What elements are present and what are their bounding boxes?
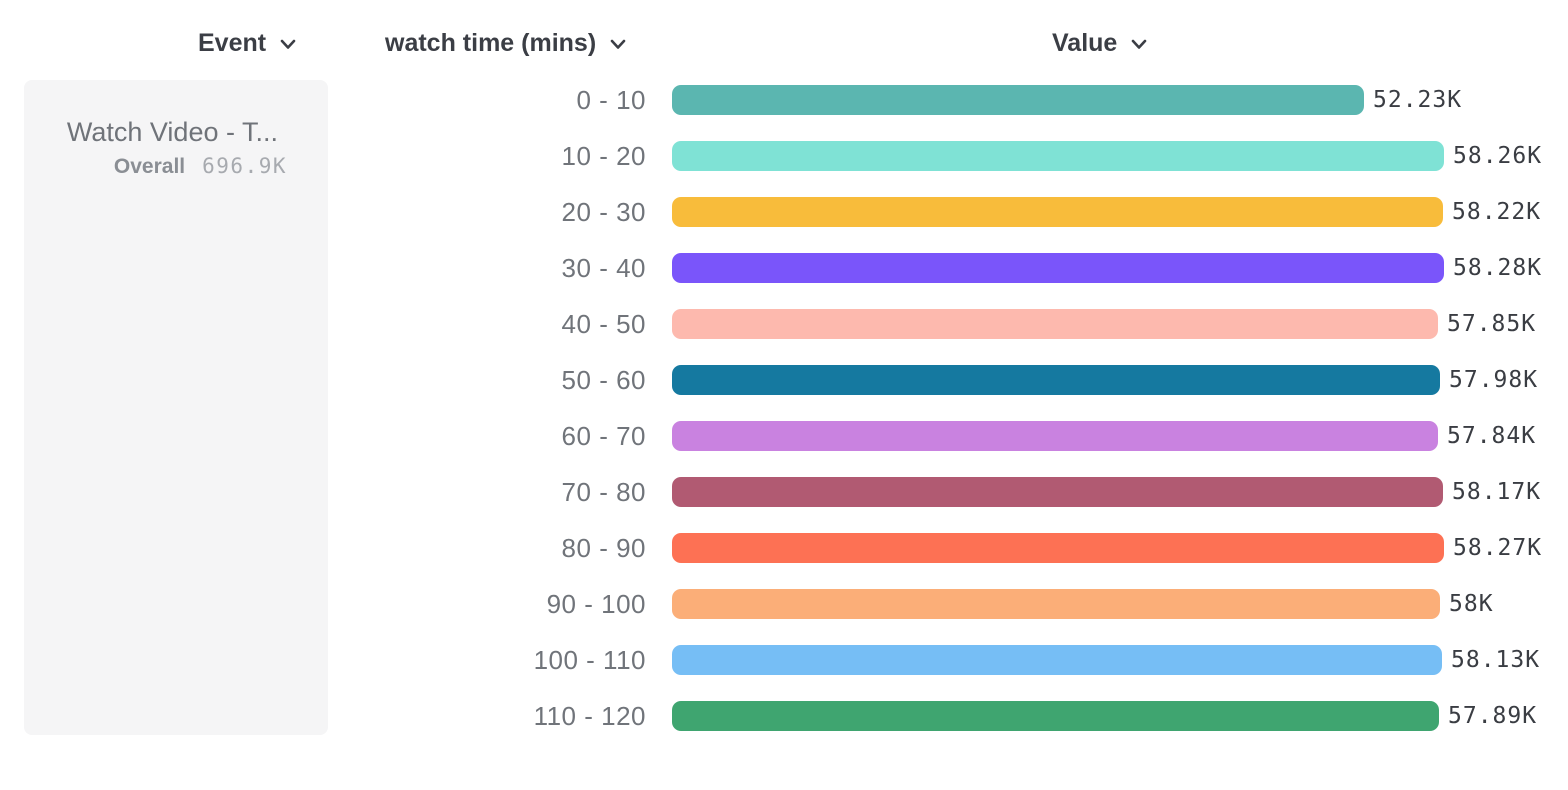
breakdown-column-label: watch time (mins) <box>385 28 597 57</box>
bar-value-label: 58.28K <box>1453 255 1543 281</box>
bar-track: 57.84K <box>672 421 1536 451</box>
bar-value-label: 58.22K <box>1452 199 1542 225</box>
bar-track: 58.28K <box>672 253 1542 283</box>
bar[interactable] <box>672 365 1440 395</box>
bar-category-label: 50 - 60 <box>561 364 646 395</box>
bar-row: 90 - 100 58K <box>0 576 1568 632</box>
legend-overall-row: Overall 696.9K <box>114 154 287 179</box>
bar-category-label: 10 - 20 <box>561 140 646 171</box>
bar-row: 50 - 60 57.98K <box>0 352 1568 408</box>
bar-rows: 0 - 10 52.23K 10 - 20 58.26K 20 - 30 58.22K 30… <box>0 72 1568 744</box>
chevron-down-icon <box>1131 39 1147 50</box>
bar-track: 57.89K <box>672 701 1537 731</box>
bar[interactable] <box>672 197 1443 227</box>
bar-value-label: 58K <box>1449 591 1494 617</box>
legend-panel: Watch Video - T... Overall 696.9K <box>24 80 328 735</box>
bar-category-label: 80 - 90 <box>561 532 646 563</box>
bar-category-label: 70 - 80 <box>561 476 646 507</box>
event-column-dropdown[interactable]: Event <box>198 28 296 58</box>
bar-row: 60 - 70 57.84K <box>0 408 1568 464</box>
bar[interactable] <box>672 589 1440 619</box>
bar[interactable] <box>672 533 1444 563</box>
bar-row: 40 - 50 57.85K <box>0 296 1568 352</box>
bar-value-label: 57.85K <box>1447 311 1537 337</box>
bar[interactable] <box>672 85 1364 115</box>
bar-row: 20 - 30 58.22K <box>0 184 1568 240</box>
bar-category-label: 90 - 100 <box>546 588 646 619</box>
bar-category-label: 20 - 30 <box>561 196 646 227</box>
bar-row: 80 - 90 58.27K <box>0 520 1568 576</box>
bar-row: 30 - 40 58.28K <box>0 240 1568 296</box>
legend-event-name: Watch Video - T... <box>66 117 278 147</box>
bar-row: 10 - 20 58.26K <box>0 128 1568 184</box>
bar-track: 58.26K <box>672 141 1542 171</box>
legend-overall-value: 696.9K <box>202 154 287 178</box>
bar[interactable] <box>672 701 1439 731</box>
bar-value-label: 57.98K <box>1449 367 1539 393</box>
bar-row: 0 - 10 52.23K <box>0 72 1568 128</box>
bar-value-label: 57.84K <box>1447 423 1537 449</box>
legend-overall-label: Overall <box>113 155 186 178</box>
bar-value-label: 58.27K <box>1453 535 1543 561</box>
chevron-down-icon <box>280 39 296 50</box>
bar-value-label: 57.89K <box>1448 703 1538 729</box>
bar-value-label: 52.23K <box>1373 87 1463 113</box>
bar-category-label: 30 - 40 <box>561 252 646 283</box>
chevron-down-icon <box>610 39 626 50</box>
bar-track: 57.85K <box>672 309 1536 339</box>
bar-row: 110 - 120 57.89K <box>0 688 1568 744</box>
bar-row: 100 - 110 58.13K <box>0 632 1568 688</box>
bar-category-label: 100 - 110 <box>533 644 646 675</box>
bar[interactable] <box>672 141 1444 171</box>
bar-category-label: 60 - 70 <box>561 420 646 451</box>
bar-value-label: 58.17K <box>1452 479 1542 505</box>
bar-track: 52.23K <box>672 85 1462 115</box>
bar-track: 58.27K <box>672 533 1542 563</box>
bar-track: 57.98K <box>672 365 1538 395</box>
value-column-label: Value <box>1052 28 1118 57</box>
bar-category-label: 0 - 10 <box>576 84 646 115</box>
bar-track: 58.13K <box>672 645 1540 675</box>
bar[interactable] <box>672 421 1438 451</box>
bar[interactable] <box>672 645 1442 675</box>
bar-value-label: 58.26K <box>1453 143 1543 169</box>
bar-track: 58.17K <box>672 477 1541 507</box>
breakdown-column-dropdown[interactable]: watch time (mins) <box>385 28 626 58</box>
bar-category-label: 40 - 50 <box>561 308 646 339</box>
bar[interactable] <box>672 309 1438 339</box>
bar-category-label: 110 - 120 <box>533 700 646 731</box>
bar-track: 58.22K <box>672 197 1541 227</box>
bar[interactable] <box>672 253 1444 283</box>
bar-track: 58K <box>672 589 1494 619</box>
bar-row: 70 - 80 58.17K <box>0 464 1568 520</box>
bar[interactable] <box>672 477 1443 507</box>
value-column-dropdown[interactable]: Value <box>1052 28 1147 58</box>
event-column-label: Event <box>198 28 267 57</box>
bar-value-label: 58.13K <box>1451 647 1541 673</box>
